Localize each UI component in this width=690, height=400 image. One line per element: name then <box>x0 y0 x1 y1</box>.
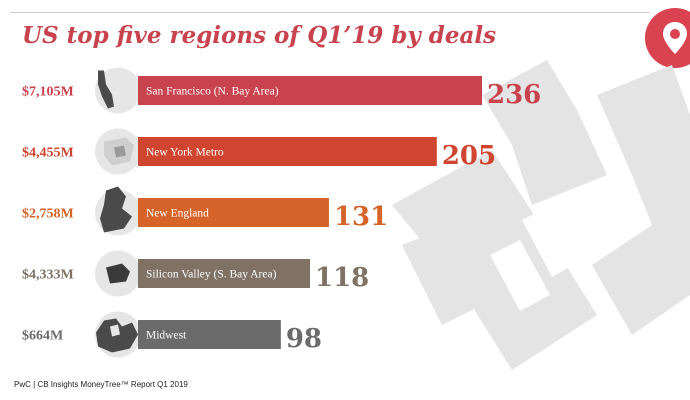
bar-3 <box>138 198 329 227</box>
bar-1 <box>138 76 482 105</box>
funding-amount: $664M <box>22 329 63 344</box>
bar-label: New England <box>146 208 209 220</box>
new-york-map-icon <box>95 128 141 175</box>
bar-2 <box>138 137 437 166</box>
header-rule <box>10 12 650 13</box>
handshake-icon <box>392 60 690 370</box>
california-map-icon <box>95 67 141 114</box>
bar-label: Silicon Valley (S. Bay Area) <box>146 269 277 281</box>
bar-5 <box>138 320 281 349</box>
location-pin-icon <box>645 8 690 68</box>
deal-count: 205 <box>442 141 496 171</box>
deal-count: 131 <box>334 202 388 232</box>
bar-label: Midwest <box>146 330 187 342</box>
funding-amount: $2,758M <box>22 207 74 222</box>
new-england-map-icon <box>95 186 141 236</box>
bar-label: New York Metro <box>146 147 224 159</box>
bar-4 <box>138 259 310 288</box>
chart-title: US top five regions of Q1’19 by deals <box>22 22 497 49</box>
funding-amount: $7,105M <box>22 85 74 100</box>
deal-count: 236 <box>487 80 541 110</box>
deal-count: 98 <box>286 324 322 354</box>
midwest-map-icon <box>95 311 141 358</box>
footer-source: PwC | CB Insights MoneyTree™ Report Q1 2… <box>14 380 188 389</box>
deal-count: 118 <box>315 263 369 293</box>
funding-amount: $4,333M <box>22 268 74 283</box>
silicon-valley-map-icon <box>95 250 141 297</box>
bar-label: San Francisco (N. Bay Area) <box>146 86 279 98</box>
funding-amount: $4,455M <box>22 146 74 161</box>
